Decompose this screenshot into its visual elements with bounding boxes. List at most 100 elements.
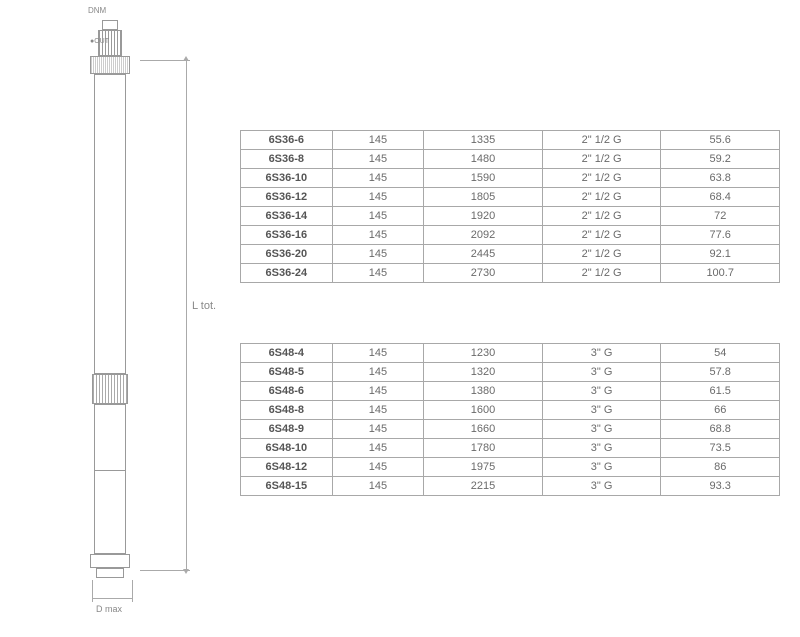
value-cell: 145	[332, 420, 424, 439]
value-cell: 3" G	[542, 477, 661, 496]
value-cell: 145	[332, 207, 424, 226]
pump-diagram: DNM ●OUT L tot. D max	[0, 0, 240, 637]
dmax-ext-left	[92, 580, 93, 602]
value-cell: 92.1	[661, 245, 780, 264]
value-cell: 3" G	[542, 363, 661, 382]
table-row: 6S48-414512303" G54	[241, 344, 780, 363]
model-cell: 6S36-8	[241, 150, 333, 169]
value-cell: 145	[332, 458, 424, 477]
table-row: 6S48-814516003" G66	[241, 401, 780, 420]
out-label: ●OUT	[90, 38, 109, 45]
value-cell: 145	[332, 150, 424, 169]
model-cell: 6S48-10	[241, 439, 333, 458]
table-row: 6S36-814514802" 1/2 G59.2	[241, 150, 780, 169]
value-cell: 145	[332, 264, 424, 283]
value-cell: 77.6	[661, 226, 780, 245]
value-cell: 1320	[424, 363, 543, 382]
dnm-label: DNM	[88, 6, 106, 15]
value-cell: 2" 1/2 G	[542, 245, 661, 264]
value-cell: 1805	[424, 188, 543, 207]
value-cell: 2445	[424, 245, 543, 264]
pump-lower-divider	[94, 470, 126, 471]
table-row: 6S36-1414519202" 1/2 G72	[241, 207, 780, 226]
ltot-ext-top	[140, 60, 190, 61]
model-cell: 6S48-12	[241, 458, 333, 477]
value-cell: 2" 1/2 G	[542, 226, 661, 245]
value-cell: 3" G	[542, 458, 661, 477]
table-row: 6S36-2414527302" 1/2 G100.7	[241, 264, 780, 283]
model-cell: 6S36-20	[241, 245, 333, 264]
pump-mid-band	[92, 374, 128, 404]
table-row: 6S48-1514522153" G93.3	[241, 477, 780, 496]
value-cell: 3" G	[542, 344, 661, 363]
value-cell: 86	[661, 458, 780, 477]
value-cell: 61.5	[661, 382, 780, 401]
table-row: 6S36-2014524452" 1/2 G92.1	[241, 245, 780, 264]
ltot-label: L tot.	[192, 300, 216, 312]
model-cell: 6S48-8	[241, 401, 333, 420]
value-cell: 145	[332, 131, 424, 150]
value-cell: 72	[661, 207, 780, 226]
table-row: 6S48-914516603" G68.8	[241, 420, 780, 439]
value-cell: 3" G	[542, 439, 661, 458]
value-cell: 3" G	[542, 401, 661, 420]
value-cell: 1380	[424, 382, 543, 401]
model-cell: 6S48-9	[241, 420, 333, 439]
value-cell: 73.5	[661, 439, 780, 458]
model-cell: 6S48-15	[241, 477, 333, 496]
pump-body-lower	[94, 404, 126, 554]
value-cell: 145	[332, 169, 424, 188]
value-cell: 2092	[424, 226, 543, 245]
table-row: 6S36-614513352" 1/2 G55.6	[241, 131, 780, 150]
model-cell: 6S36-16	[241, 226, 333, 245]
value-cell: 1335	[424, 131, 543, 150]
value-cell: 145	[332, 477, 424, 496]
table-row: 6S36-1614520922" 1/2 G77.6	[241, 226, 780, 245]
value-cell: 145	[332, 439, 424, 458]
model-cell: 6S36-24	[241, 264, 333, 283]
value-cell: 57.8	[661, 363, 780, 382]
value-cell: 1590	[424, 169, 543, 188]
model-cell: 6S48-6	[241, 382, 333, 401]
model-cell: 6S36-12	[241, 188, 333, 207]
value-cell: 145	[332, 226, 424, 245]
pump-outline	[80, 20, 140, 580]
value-cell: 68.4	[661, 188, 780, 207]
pump-bottom-flange	[90, 554, 130, 568]
spec-table-6s48: 6S48-414512303" G546S48-514513203" G57.8…	[240, 343, 780, 496]
model-cell: 6S36-6	[241, 131, 333, 150]
value-cell: 145	[332, 245, 424, 264]
value-cell: 2" 1/2 G	[542, 264, 661, 283]
value-cell: 2215	[424, 477, 543, 496]
table-row: 6S48-614513803" G61.5	[241, 382, 780, 401]
value-cell: 68.8	[661, 420, 780, 439]
value-cell: 59.2	[661, 150, 780, 169]
value-cell: 1660	[424, 420, 543, 439]
model-cell: 6S48-4	[241, 344, 333, 363]
value-cell: 145	[332, 188, 424, 207]
pump-top-cap	[102, 20, 118, 30]
value-cell: 3" G	[542, 420, 661, 439]
value-cell: 63.8	[661, 169, 780, 188]
pump-body-upper	[94, 74, 126, 374]
value-cell: 2" 1/2 G	[542, 169, 661, 188]
value-cell: 145	[332, 363, 424, 382]
table-row: 6S48-1214519753" G86	[241, 458, 780, 477]
pump-bottom-cap	[96, 568, 124, 578]
value-cell: 145	[332, 382, 424, 401]
dmax-label: D max	[96, 604, 122, 614]
table-row: 6S48-1014517803" G73.5	[241, 439, 780, 458]
model-cell: 6S48-5	[241, 363, 333, 382]
value-cell: 145	[332, 344, 424, 363]
value-cell: 3" G	[542, 382, 661, 401]
value-cell: 55.6	[661, 131, 780, 150]
value-cell: 1600	[424, 401, 543, 420]
value-cell: 1920	[424, 207, 543, 226]
value-cell: 1230	[424, 344, 543, 363]
value-cell: 2" 1/2 G	[542, 207, 661, 226]
value-cell: 100.7	[661, 264, 780, 283]
value-cell: 1480	[424, 150, 543, 169]
value-cell: 66	[661, 401, 780, 420]
value-cell: 1780	[424, 439, 543, 458]
model-cell: 6S36-14	[241, 207, 333, 226]
